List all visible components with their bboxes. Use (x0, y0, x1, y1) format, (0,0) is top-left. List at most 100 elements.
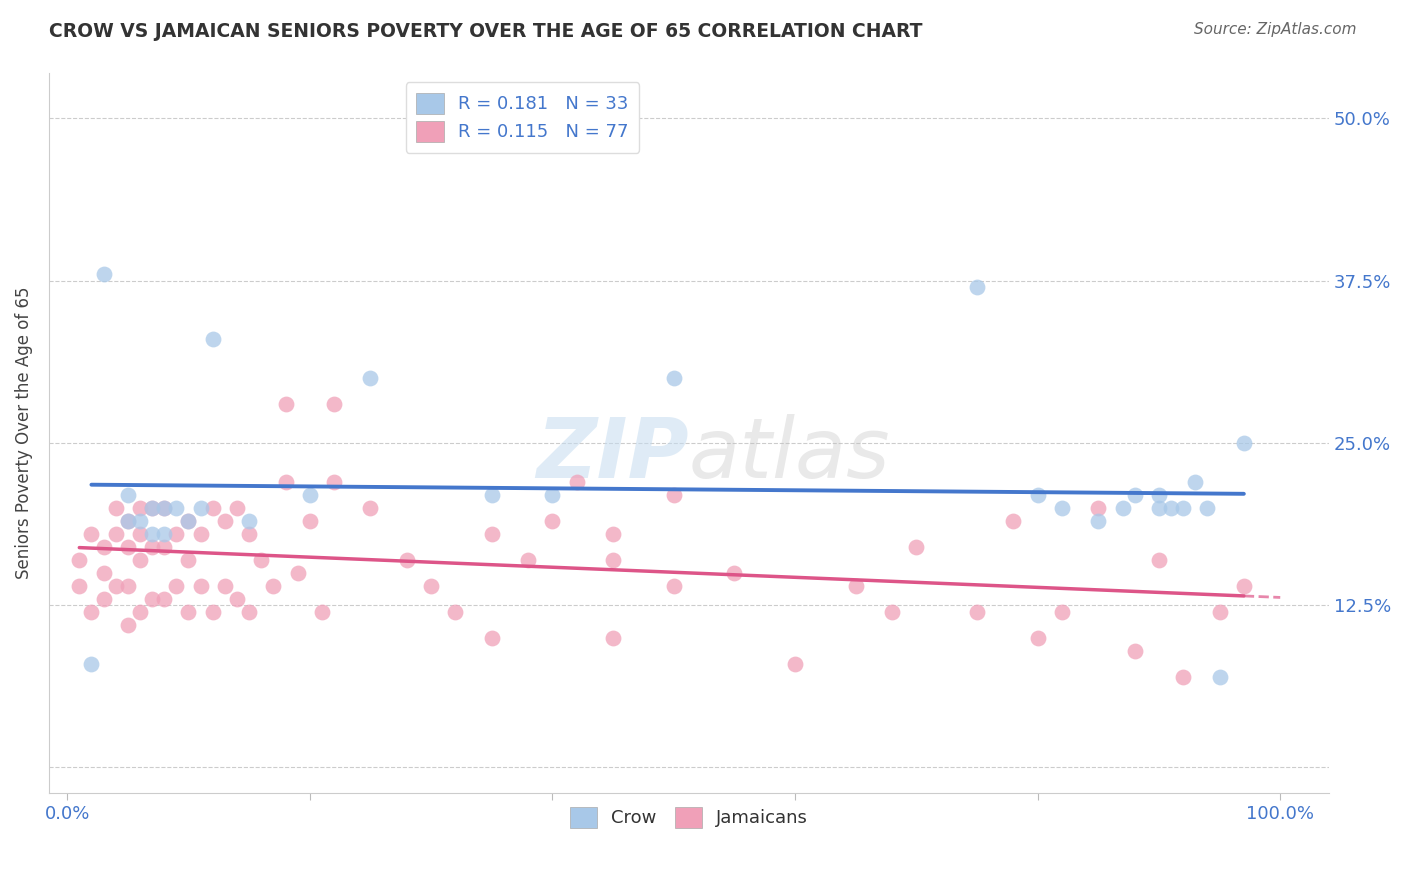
Point (517, 552, 540, 566)
Point (141, 500, 163, 515)
Point (201, 605, 224, 619)
Point (190, 526, 212, 541)
Point (93, 566, 115, 580)
Point (783, 657, 806, 671)
Point (662, 579, 685, 593)
Point (1002, 514, 1025, 528)
Point (1026, 631, 1049, 645)
Point (93, 540, 115, 554)
Point (311, 605, 333, 619)
Point (444, 605, 467, 619)
Point (1233, 436, 1256, 450)
Point (214, 514, 236, 528)
Point (153, 591, 176, 606)
Point (1123, 488, 1146, 502)
Point (250, 552, 273, 566)
Point (129, 526, 152, 541)
Point (129, 500, 152, 515)
Point (214, 579, 236, 593)
Point (262, 579, 284, 593)
Point (129, 605, 152, 619)
Point (359, 500, 381, 515)
Point (274, 475, 297, 489)
Point (165, 526, 187, 541)
Point (662, 488, 685, 502)
Point (153, 540, 176, 554)
Point (966, 280, 988, 294)
Y-axis label: Seniors Poverty Over the Age of 65: Seniors Poverty Over the Age of 65 (15, 287, 32, 580)
Point (80, 657, 103, 671)
Point (1111, 500, 1133, 515)
Text: CROW VS JAMAICAN SENIORS POVERTY OVER THE AGE OF 65 CORRELATION CHART: CROW VS JAMAICAN SENIORS POVERTY OVER TH… (49, 22, 922, 41)
Point (481, 631, 503, 645)
Point (201, 332, 224, 346)
Point (1087, 500, 1109, 515)
Point (323, 397, 346, 411)
Point (1026, 488, 1049, 502)
Point (1147, 488, 1170, 502)
Point (153, 500, 176, 515)
Point (1147, 552, 1170, 566)
Point (287, 566, 309, 580)
Point (1197, 500, 1219, 515)
Point (966, 605, 988, 619)
Point (67, 579, 90, 593)
Point (420, 579, 443, 593)
Point (165, 579, 187, 593)
Point (80, 526, 103, 541)
Point (880, 605, 903, 619)
Point (226, 500, 249, 515)
Point (323, 475, 346, 489)
Point (481, 526, 503, 541)
Point (1208, 669, 1230, 683)
Point (298, 514, 321, 528)
Point (67, 552, 90, 566)
Point (602, 526, 624, 541)
Point (238, 605, 260, 619)
Point (177, 605, 200, 619)
Point (129, 552, 152, 566)
Point (238, 526, 260, 541)
Point (395, 552, 418, 566)
Point (226, 591, 249, 606)
Text: ZIP: ZIP (536, 414, 689, 495)
Point (190, 579, 212, 593)
Point (117, 579, 139, 593)
Point (1123, 643, 1146, 657)
Point (117, 514, 139, 528)
Point (1160, 500, 1182, 515)
Point (190, 500, 212, 515)
Point (1233, 579, 1256, 593)
Point (723, 566, 745, 580)
Point (201, 500, 224, 515)
Point (104, 579, 127, 593)
Point (845, 579, 868, 593)
Point (1147, 500, 1170, 515)
Text: Source: ZipAtlas.com: Source: ZipAtlas.com (1194, 22, 1357, 37)
Point (93, 267, 115, 281)
Point (481, 488, 503, 502)
Point (129, 514, 152, 528)
Point (602, 631, 624, 645)
Point (177, 552, 200, 566)
Point (1050, 500, 1073, 515)
Point (177, 514, 200, 528)
Point (177, 514, 200, 528)
Point (104, 526, 127, 541)
Point (153, 526, 176, 541)
Point (602, 552, 624, 566)
Point (141, 500, 163, 515)
Point (80, 605, 103, 619)
Text: atlas: atlas (689, 414, 890, 495)
Point (1208, 605, 1230, 619)
Point (1050, 605, 1073, 619)
Point (274, 397, 297, 411)
Point (165, 500, 187, 515)
Point (141, 526, 163, 541)
Point (117, 514, 139, 528)
Point (141, 540, 163, 554)
Point (117, 540, 139, 554)
Point (153, 500, 176, 515)
Point (117, 488, 139, 502)
Point (104, 500, 127, 515)
